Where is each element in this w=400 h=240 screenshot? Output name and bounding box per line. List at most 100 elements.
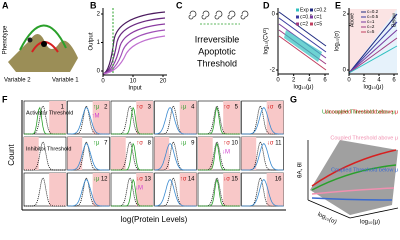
reference-dist	[67, 141, 110, 171]
x-tick-label: 0	[276, 78, 280, 84]
shifted-dist	[111, 142, 153, 171]
threshold-label: Inhibitor Threshold	[26, 146, 71, 152]
threshold-surface	[307, 140, 399, 219]
caption: Apoptotic	[198, 46, 236, 56]
region-label: Below	[391, 13, 397, 27]
change-tag: ↑σ	[223, 141, 230, 147]
subpanel-number: 8	[148, 141, 152, 147]
legend-entry: c=0.2	[314, 7, 327, 13]
shifted-dist	[241, 107, 284, 135]
x-tick-label: 2	[292, 78, 296, 84]
x-tick-label: 0	[101, 79, 105, 85]
shaded-region	[92, 101, 110, 134]
subpanel-number: 16	[275, 177, 282, 183]
landscape	[8, 24, 78, 72]
change-tag: ↓σ	[267, 141, 274, 147]
shifted-dist	[198, 142, 240, 171]
dose-response-curves	[102, 8, 166, 75]
shifted-dist	[241, 179, 284, 207]
annotation: Coupled Threshold above μ	[330, 135, 398, 141]
shaded-region	[67, 137, 83, 170]
panel-letter: E	[335, 0, 341, 10]
subpanel-number: 14	[188, 177, 195, 183]
axis-label: log(Protein Levels)	[121, 215, 188, 224]
subpanel-number: 1	[61, 105, 65, 111]
y-tick-label: 0	[343, 68, 347, 74]
histogram-grid	[23, 100, 284, 207]
panel-letter: A	[2, 0, 9, 10]
legend-swatch	[310, 15, 313, 19]
change-tag: ↓μ	[93, 177, 100, 183]
change-tag: ↑μ	[93, 141, 100, 147]
f-axes	[21, 100, 286, 211]
change-tag: ↑μ	[93, 105, 100, 111]
legend-entry: c=5	[314, 21, 322, 27]
shaded-region	[223, 101, 240, 134]
y-tick-label: 0	[272, 12, 276, 18]
x-tick-label: 4	[308, 78, 312, 84]
shaded-region	[241, 137, 257, 170]
axis-label: log₁₀(μ)	[360, 220, 380, 226]
shaded-region	[136, 173, 153, 206]
change-tag: ↑σ	[223, 105, 230, 111]
x-tick-label: 6	[392, 78, 396, 84]
shaded-region	[111, 137, 126, 170]
subpanel-number: 13	[144, 177, 151, 183]
y-tick-label: 2	[97, 12, 101, 18]
annotation: Coupled Threshold below μ	[331, 167, 398, 173]
shifted-dist	[67, 143, 110, 171]
shaded-region	[198, 137, 213, 170]
shifted-dist	[241, 143, 284, 171]
legend-entry: c=0.2	[367, 9, 379, 14]
y-tick-label: 0	[97, 69, 101, 75]
x-tick-label: 10	[130, 79, 137, 85]
subpanel-number: 6	[278, 105, 282, 111]
legend-swatch	[310, 8, 313, 12]
legend-swatch	[296, 22, 299, 26]
shifted-dist	[198, 106, 240, 135]
reference-dist	[154, 177, 197, 207]
subpanel-number: 5	[235, 105, 239, 111]
spiral-icons	[188, 10, 249, 25]
legend-entry: c=1	[314, 14, 322, 20]
legend-entry: c=5	[367, 29, 375, 34]
reference-dist	[154, 141, 197, 171]
reference-dist	[67, 177, 110, 207]
axis-label: Output	[89, 32, 95, 50]
y-tick-label: -2	[270, 68, 276, 74]
legend-entry: c=0.5	[367, 14, 379, 19]
threshold-label: Activator Threshold	[26, 110, 73, 116]
shifted-dist	[67, 179, 110, 207]
shaded-region	[49, 173, 66, 206]
change-tag: ↓σ	[267, 105, 274, 111]
subpanel-number: 7	[104, 141, 108, 147]
shaded-region	[179, 101, 197, 134]
legend-entry: c=1	[367, 19, 375, 24]
annotation: Uncoupled Threshold above μ	[325, 109, 398, 115]
change-tag: ↓M	[135, 186, 143, 192]
panel-letter: G	[290, 94, 297, 104]
shaded-region	[136, 101, 153, 134]
shaded-region	[24, 137, 39, 170]
subpanel-number: 2	[104, 105, 108, 111]
change-tag: ↑σ	[136, 141, 143, 147]
subpanel-number: 11	[275, 141, 282, 147]
reference-dist	[24, 141, 66, 171]
legend-entry: c=0.5	[300, 14, 313, 20]
axis-label: Count	[7, 144, 16, 166]
axis-label: Input	[128, 86, 142, 92]
change-tag: ↑σ	[136, 105, 143, 111]
legend-swatch	[310, 22, 313, 26]
shaded-region	[266, 101, 284, 134]
change-tag: ↑σ	[180, 177, 187, 183]
subpanel-number: 12	[101, 177, 108, 183]
axis-label: log₁₀(μ)	[294, 85, 314, 91]
legend-swatch	[296, 8, 299, 12]
shaded-region	[266, 173, 284, 206]
legend-swatch	[296, 15, 299, 19]
axis-label: θA, θI	[298, 162, 304, 178]
x-tick-label: 2	[362, 78, 366, 84]
axis-label: log₁₀(μ)	[364, 85, 384, 91]
axis-label: Variable 1	[52, 78, 79, 84]
